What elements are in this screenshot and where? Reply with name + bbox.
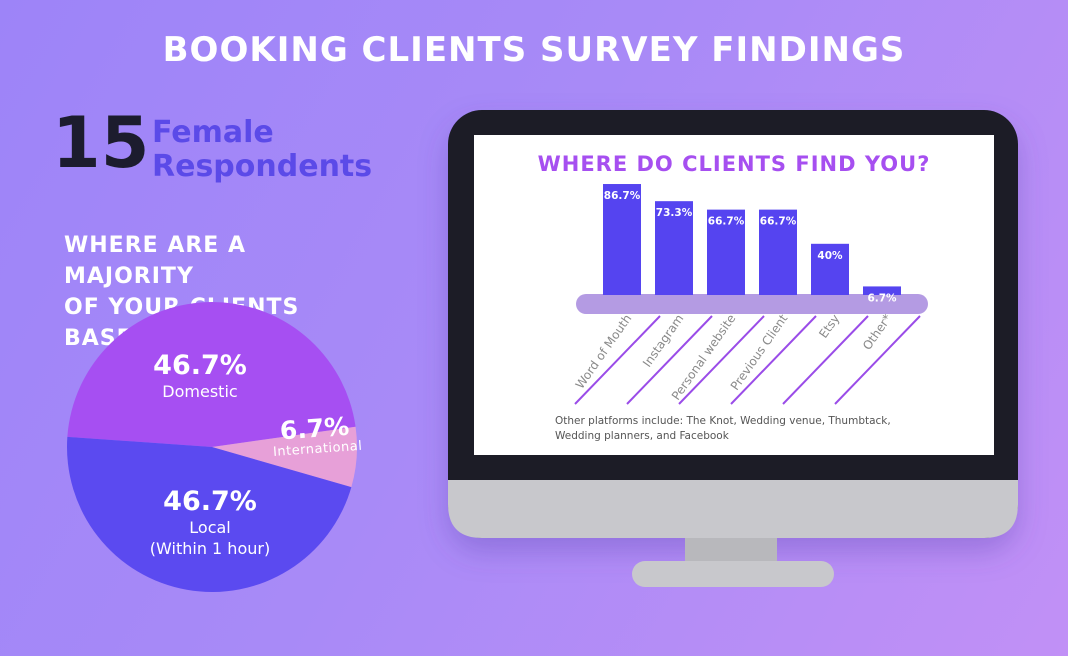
pie-slice-domestic	[67, 301, 356, 447]
bar-value-label-1: 73.3%	[656, 207, 693, 219]
pie-label-domestic: 46.7% Domestic	[120, 350, 280, 402]
respondent-label: Female Respondents	[152, 116, 372, 184]
respondent-label-line2: Respondents	[152, 149, 373, 184]
bar-value-label-5: 6.7%	[867, 292, 897, 304]
bar-value-label-3: 66.7%	[760, 216, 797, 228]
monitor-chin	[448, 480, 1018, 538]
bar-1	[655, 201, 693, 295]
pie-slice-local	[66, 436, 352, 593]
respondent-count: 15	[52, 102, 150, 184]
pie-value-domestic: 46.7%	[153, 350, 247, 381]
bar-chart-title: WHERE DO CLIENTS FIND YOU?	[537, 152, 931, 176]
pie-value-local: 46.7%	[163, 486, 257, 517]
respondent-label-line1: Female	[152, 115, 274, 150]
bar-3	[759, 209, 797, 295]
bar-tick-1	[626, 315, 713, 405]
pie-sublabel-local-line1: Local	[189, 518, 231, 537]
bar-2	[707, 209, 745, 295]
bar-tick-4	[782, 315, 869, 405]
footnote: Other platforms include: The Knot, Weddi…	[555, 415, 891, 442]
bar-5	[863, 286, 901, 295]
bar-tick-0	[574, 315, 661, 405]
page-title: BOOKING CLIENTS SURVEY FINDINGS	[162, 30, 906, 70]
bar-0	[603, 184, 641, 295]
pie-slices	[66, 301, 357, 593]
pie-sublabel-local-line2: (Within 1 hour)	[149, 539, 271, 558]
bar-4	[811, 243, 849, 295]
pie-question-line1: WHERE ARE A MAJORITY	[64, 233, 247, 289]
pie-slice-international	[212, 426, 357, 488]
monitor-neck	[685, 538, 777, 564]
bar-platform	[576, 294, 928, 314]
bar-value-label-4: 40%	[817, 250, 843, 262]
bar-value-label-0: 86.7%	[604, 190, 641, 202]
bar-tick-3	[730, 315, 817, 405]
bar-tick-5	[834, 315, 921, 405]
bar-tick-2	[678, 315, 765, 405]
monitor-base	[632, 561, 834, 587]
pie-label-international: 6.7% International	[271, 411, 363, 460]
pie-sublabel-domestic: Domestic	[162, 382, 238, 401]
pie-label-local: 46.7% Local (Within 1 hour)	[120, 486, 300, 559]
bar-value-label-2: 66.7%	[708, 216, 745, 228]
